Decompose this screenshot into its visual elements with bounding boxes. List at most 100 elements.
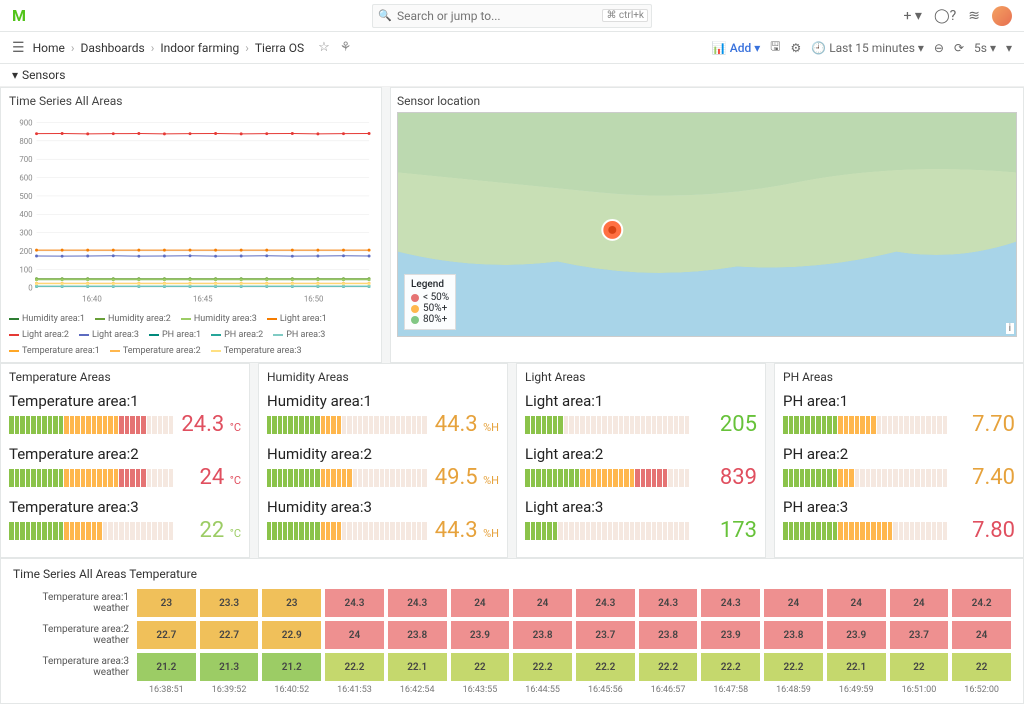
heat-time: 16:42:54 bbox=[388, 685, 447, 695]
heat-cell[interactable]: 24.3 bbox=[701, 589, 760, 617]
share-icon[interactable]: ⚘ bbox=[340, 40, 352, 55]
heat-cell[interactable]: 22.9 bbox=[262, 621, 321, 649]
gauge-label: Light area:3 bbox=[525, 498, 757, 516]
logo[interactable]: M bbox=[12, 6, 26, 25]
legend-item[interactable]: Temperature area:1 bbox=[9, 346, 100, 356]
bc-folder[interactable]: Indoor farming bbox=[160, 41, 239, 55]
heat-cell[interactable]: 24.2 bbox=[952, 589, 1011, 617]
bc-dash[interactable]: Dashboards bbox=[80, 41, 144, 55]
zoom-out-icon[interactable]: ⊖ bbox=[934, 41, 944, 55]
legend-item[interactable]: Humidity area:3 bbox=[181, 314, 257, 324]
legend-item[interactable]: Light area:1 bbox=[267, 314, 327, 324]
heat-cell[interactable]: 22 bbox=[952, 653, 1011, 681]
refresh-interval[interactable]: 5s ▾ bbox=[974, 41, 996, 55]
legend-item[interactable]: Temperature area:2 bbox=[110, 346, 201, 356]
heat-cell[interactable]: 24 bbox=[890, 589, 949, 617]
heat-cell[interactable]: 21.3 bbox=[200, 653, 259, 681]
gauge-label: Light area:1 bbox=[525, 392, 757, 410]
heat-cell[interactable]: 23.8 bbox=[639, 621, 698, 649]
map[interactable]: + − Legend < 50%50%+80%+ i bbox=[397, 112, 1017, 337]
heat-cell[interactable]: 24 bbox=[513, 589, 572, 617]
heat-cell[interactable]: 22 bbox=[890, 653, 949, 681]
add-button[interactable]: 📊 Add ▾ bbox=[712, 41, 760, 55]
heat-cell[interactable]: 23.8 bbox=[764, 621, 823, 649]
heat-cell[interactable]: 24 bbox=[764, 589, 823, 617]
gauge-value: 839 bbox=[697, 465, 757, 490]
gauge-item: Temperature area:3 22 °C bbox=[9, 498, 241, 543]
heat-cell[interactable]: 22.2 bbox=[701, 653, 760, 681]
heat-cell[interactable]: 24.3 bbox=[325, 589, 384, 617]
gauge-value: 44.3 %H bbox=[435, 518, 499, 543]
heat-cell[interactable]: 23 bbox=[262, 589, 321, 617]
legend-item[interactable]: Temperature area:3 bbox=[211, 346, 302, 356]
heat-cell[interactable]: 23.9 bbox=[827, 621, 886, 649]
legend-item[interactable]: PH area:2 bbox=[211, 330, 263, 340]
avatar[interactable] bbox=[992, 6, 1012, 26]
heat-time: 16:43:55 bbox=[451, 685, 510, 695]
svg-text:600: 600 bbox=[19, 174, 32, 183]
gauge-item: Temperature area:2 24 °C bbox=[9, 445, 241, 490]
heat-cell[interactable]: 24 bbox=[325, 621, 384, 649]
map-title: Sensor location bbox=[397, 94, 1017, 108]
heat-cell[interactable]: 23.7 bbox=[576, 621, 635, 649]
map-legend: Legend < 50%50%+80%+ bbox=[404, 274, 456, 330]
heat-cell[interactable]: 22.2 bbox=[764, 653, 823, 681]
svg-text:700: 700 bbox=[19, 155, 32, 164]
ts-chart[interactable]: 010020030040050060070080090016:4016:4516… bbox=[9, 112, 373, 312]
bc-home[interactable]: Home bbox=[33, 41, 65, 55]
info-icon[interactable]: i bbox=[1006, 323, 1014, 334]
gauge-label: Humidity area:2 bbox=[267, 445, 499, 463]
heat-cell[interactable]: 24.3 bbox=[388, 589, 447, 617]
heat-cell[interactable]: 23.8 bbox=[513, 621, 572, 649]
heat-cell[interactable]: 21.2 bbox=[137, 653, 196, 681]
legend-item: 80%+ bbox=[411, 314, 449, 325]
legend-item[interactable]: Humidity area:1 bbox=[9, 314, 85, 324]
heat-cell[interactable]: 22.7 bbox=[137, 621, 196, 649]
heat-cell[interactable]: 22 bbox=[451, 653, 510, 681]
heat-cell[interactable]: 22.1 bbox=[388, 653, 447, 681]
heat-cell[interactable]: 24 bbox=[451, 589, 510, 617]
legend-item[interactable]: Light area:3 bbox=[79, 330, 139, 340]
row-header[interactable]: ▾ Sensors bbox=[0, 64, 1024, 87]
heat-cell[interactable]: 24.3 bbox=[639, 589, 698, 617]
time-picker[interactable]: 🕘 Last 15 minutes ▾ bbox=[811, 41, 924, 55]
news-icon[interactable]: ≋ bbox=[968, 8, 980, 24]
gear-icon[interactable]: ⚙ bbox=[791, 41, 802, 55]
save-icon[interactable]: 🖫 bbox=[770, 37, 780, 58]
heat-cell[interactable]: 22.2 bbox=[513, 653, 572, 681]
heat-time: 16:48:59 bbox=[764, 685, 823, 695]
gauge-label: PH area:3 bbox=[783, 498, 1015, 516]
gauge-value: 7.80 bbox=[955, 518, 1015, 543]
menu-icon[interactable]: ☰ bbox=[12, 40, 25, 56]
heat-cell[interactable]: 24 bbox=[952, 621, 1011, 649]
legend-item[interactable]: Light area:2 bbox=[9, 330, 69, 340]
heat-cell[interactable]: 23.9 bbox=[701, 621, 760, 649]
kiosk-icon[interactable]: ▾ bbox=[1006, 41, 1012, 55]
legend-item[interactable]: Humidity area:2 bbox=[95, 314, 171, 324]
heat-cell[interactable]: 23.9 bbox=[451, 621, 510, 649]
refresh-icon[interactable]: ⟳ bbox=[954, 41, 964, 55]
plus-icon[interactable]: + ▾ bbox=[904, 8, 922, 24]
heat-cell[interactable]: 22.1 bbox=[827, 653, 886, 681]
heat-cell[interactable]: 22.2 bbox=[325, 653, 384, 681]
bc-page[interactable]: Tierra OS bbox=[255, 41, 304, 55]
heat-cell[interactable]: 23.7 bbox=[890, 621, 949, 649]
star-icon[interactable]: ☆ bbox=[318, 40, 330, 55]
legend-item[interactable]: PH area:3 bbox=[273, 330, 325, 340]
heat-time: 16:49:59 bbox=[827, 685, 886, 695]
heat-cell[interactable]: 24.3 bbox=[576, 589, 635, 617]
heat-cell[interactable]: 21.2 bbox=[262, 653, 321, 681]
heat-time: 16:47:58 bbox=[701, 685, 760, 695]
heat-cell[interactable]: 22.2 bbox=[639, 653, 698, 681]
heat-cell[interactable]: 22.7 bbox=[200, 621, 259, 649]
gauge-label: PH area:1 bbox=[783, 392, 1015, 410]
gauge-value: 44.3 %H bbox=[435, 412, 499, 437]
heat-cell[interactable]: 23.3 bbox=[200, 589, 259, 617]
legend-item[interactable]: PH area:1 bbox=[149, 330, 201, 340]
heat-cell[interactable]: 23 bbox=[137, 589, 196, 617]
help-icon[interactable]: ◯? bbox=[934, 8, 956, 24]
heat-cell[interactable]: 23.8 bbox=[388, 621, 447, 649]
heat-cell[interactable]: 24 bbox=[827, 589, 886, 617]
heat-cell[interactable]: 22.2 bbox=[576, 653, 635, 681]
gauge-bars bbox=[9, 416, 173, 434]
